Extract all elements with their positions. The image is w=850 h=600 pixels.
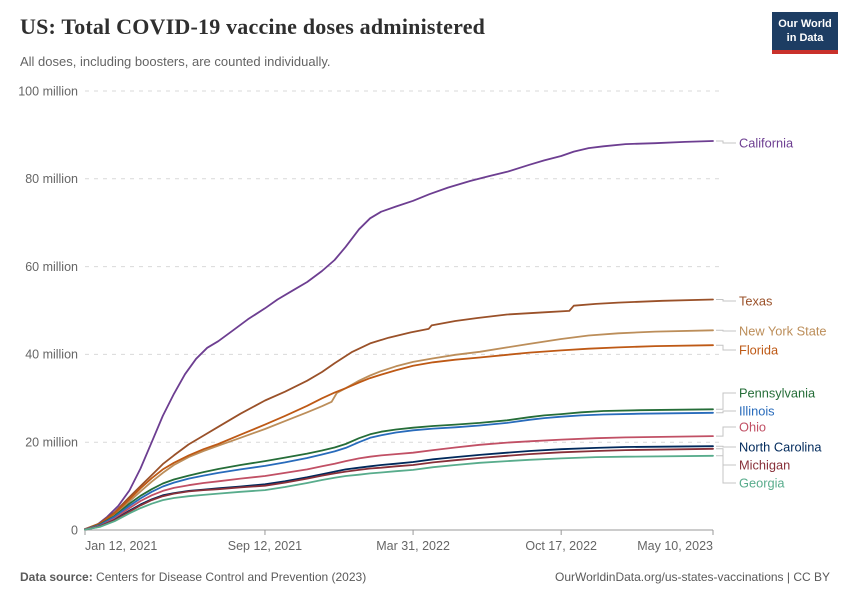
x-axis-label-may-10,-2023: May 10, 2023 — [637, 539, 713, 553]
series-line-michigan[interactable] — [84, 447, 714, 531]
data-source-label: Data source: — [20, 570, 93, 584]
label-connector-pennsylvania — [716, 392, 736, 410]
series-line-new-york-state[interactable] — [84, 329, 714, 531]
label-connector-florida — [716, 344, 736, 351]
series-label-ohio[interactable]: Ohio — [739, 419, 766, 434]
series-line-florida[interactable] — [84, 344, 714, 531]
label-connector-illinois — [716, 410, 736, 414]
owid-logo-line2: in Data — [786, 32, 824, 45]
label-connector-california — [716, 140, 736, 144]
x-axis-label-sep-12,-2021: Sep 12, 2021 — [228, 539, 302, 553]
series-line-texas[interactable] — [84, 298, 714, 531]
label-connector-michigan — [716, 448, 736, 466]
label-connector-new-york-state — [716, 329, 736, 332]
x-axis-label-oct-17,-2022: Oct 17, 2022 — [525, 539, 597, 553]
owid-logo[interactable]: Our World in Data — [772, 12, 838, 54]
series-label-new-york-state[interactable]: New York State — [739, 323, 827, 338]
chart-area: 0 20 million 40 million 60 million 80 millio… — [0, 80, 850, 560]
series-line-georgia[interactable] — [84, 454, 714, 531]
series-label-texas[interactable]: Texas — [739, 293, 772, 308]
x-axis-label-mar-31,-2022: Mar 31, 2022 — [376, 539, 450, 553]
y-axis-label-60-million: 60 million — [25, 260, 78, 274]
series-label-pennsylvania[interactable]: Pennsylvania — [739, 385, 816, 400]
series-label-michigan[interactable]: Michigan — [739, 457, 790, 472]
chart-subtitle: All doses, including boosters, are count… — [20, 54, 331, 69]
chart-canvas: 0 20 million 40 million 60 million 80 millio… — [18, 84, 827, 553]
series-line-illinois[interactable] — [84, 411, 714, 531]
label-connector-georgia — [716, 455, 736, 484]
data-source-text: Centers for Disease Control and Preventi… — [96, 570, 367, 584]
x-axis-label-jan-12,-2021: Jan 12, 2021 — [85, 539, 157, 553]
series-line-ohio[interactable] — [84, 435, 714, 531]
data-source: Data source: Centers for Disease Control… — [20, 570, 366, 584]
y-axis-label-40-million: 40 million — [25, 348, 78, 362]
series-label-georgia[interactable]: Georgia — [739, 475, 785, 490]
series-line-california[interactable] — [84, 140, 714, 531]
page-title: US: Total COVID-19 vaccine doses adminis… — [20, 14, 486, 39]
series-label-florida[interactable]: Florida — [739, 342, 779, 357]
series-line-north-carolina[interactable] — [84, 445, 714, 531]
series-label-north-carolina[interactable]: North Carolina — [739, 439, 822, 454]
credit-link[interactable]: OurWorldinData.org/us-states-vaccination… — [555, 570, 830, 584]
owid-logo-line1: Our World — [778, 18, 832, 30]
series-label-illinois[interactable]: Illinois — [739, 403, 775, 418]
series-line-pennsylvania[interactable] — [84, 408, 714, 531]
y-axis-label-20-million: 20 million — [25, 436, 78, 450]
label-connector-texas — [716, 299, 736, 302]
footer: Data source: Centers for Disease Control… — [20, 570, 830, 584]
label-connector-ohio — [716, 426, 736, 437]
y-axis-label-80-million: 80 million — [25, 172, 78, 186]
y-axis-label-0: 0 — [71, 523, 78, 537]
series-label-california[interactable]: California — [739, 135, 794, 150]
label-connector-north-carolina — [716, 445, 736, 448]
y-axis-label-100-million: 100 million — [18, 84, 78, 98]
